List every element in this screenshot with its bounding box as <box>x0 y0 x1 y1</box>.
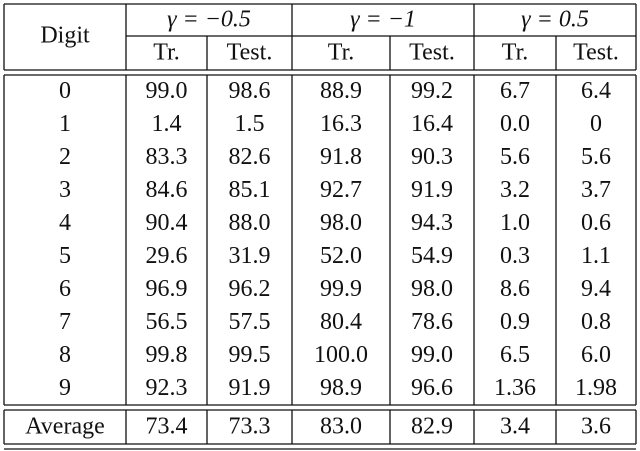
cell: 0.9 <box>500 309 530 335</box>
cell: 56.5 <box>146 309 188 335</box>
cell: 1.4 <box>152 111 182 137</box>
cell: 5.6 <box>581 144 611 170</box>
cell: 1.36 <box>494 375 536 401</box>
cell: 3.2 <box>500 177 530 203</box>
cell: 92.3 <box>146 375 188 401</box>
cell: 99.8 <box>146 342 188 368</box>
cell: 90.4 <box>146 210 188 236</box>
average-cell: 73.4 <box>146 414 188 440</box>
sub-header: Test. <box>227 40 273 66</box>
row-label: 7 <box>59 309 71 335</box>
sub-header: Test. <box>573 40 619 66</box>
cell: 100.0 <box>314 342 368 368</box>
cell: 54.9 <box>411 243 453 269</box>
cell: 0 <box>590 111 602 137</box>
cell: 6.5 <box>500 342 530 368</box>
row-label: 6 <box>59 276 71 302</box>
cell: 1.1 <box>581 243 611 269</box>
cell: 57.5 <box>229 309 271 335</box>
row-label: 4 <box>59 210 71 236</box>
average-cell: 3.4 <box>500 414 530 440</box>
cell: 8.6 <box>500 276 530 302</box>
sub-header: Tr. <box>153 40 179 66</box>
cell: 78.6 <box>411 309 453 335</box>
row-label: 2 <box>59 144 71 170</box>
cell: 88.0 <box>229 210 271 236</box>
row-label: 0 <box>59 78 71 104</box>
average-cell: 83.0 <box>320 414 362 440</box>
cell: 9.4 <box>581 276 611 302</box>
cell: 6.7 <box>500 78 530 104</box>
cell: 5.6 <box>500 144 530 170</box>
row-label: 3 <box>59 177 71 203</box>
cell: 99.0 <box>146 78 188 104</box>
average-cell: 3.6 <box>581 414 611 440</box>
cell: 0.3 <box>500 243 530 269</box>
header-digit: Digit <box>40 23 90 49</box>
cell: 85.1 <box>229 177 271 203</box>
cell: 16.3 <box>320 111 362 137</box>
group-header: γ = −0.5 <box>167 7 251 33</box>
cell: 1.5 <box>235 111 265 137</box>
cell: 3.7 <box>581 177 611 203</box>
cell: 31.9 <box>229 243 271 269</box>
cell: 29.6 <box>146 243 188 269</box>
cell: 96.2 <box>229 276 271 302</box>
cell: 1.0 <box>500 210 530 236</box>
row-label: 8 <box>59 342 71 368</box>
cell: 16.4 <box>411 111 453 137</box>
row-label: 1 <box>59 111 71 137</box>
cell: 84.6 <box>146 177 188 203</box>
cell: 90.3 <box>411 144 453 170</box>
cell: 94.3 <box>411 210 453 236</box>
row-label: 5 <box>59 243 71 269</box>
average-cell: 73.3 <box>229 414 271 440</box>
cell: 92.7 <box>320 177 362 203</box>
group-header: γ = 0.5 <box>521 7 589 33</box>
cell: 1.98 <box>575 375 617 401</box>
cell: 83.3 <box>146 144 188 170</box>
cell: 99.9 <box>320 276 362 302</box>
row-label: 9 <box>59 375 71 401</box>
cell: 0.6 <box>581 210 611 236</box>
cell: 98.0 <box>320 210 362 236</box>
cell: 98.0 <box>411 276 453 302</box>
cell: 91.9 <box>411 177 453 203</box>
cell: 96.6 <box>411 375 453 401</box>
cell: 91.8 <box>320 144 362 170</box>
cell: 52.0 <box>320 243 362 269</box>
cell: 98.6 <box>229 78 271 104</box>
group-header: γ = −1 <box>350 7 416 33</box>
sub-header: Test. <box>409 40 455 66</box>
cell: 0.0 <box>500 111 530 137</box>
cell: 98.9 <box>320 375 362 401</box>
cell: 99.2 <box>411 78 453 104</box>
average-label: Average <box>25 414 105 440</box>
cell: 6.0 <box>581 342 611 368</box>
sub-header: Tr. <box>328 40 354 66</box>
cell: 6.4 <box>581 78 611 104</box>
sub-header: Tr. <box>502 40 528 66</box>
cell: 88.9 <box>320 78 362 104</box>
cell: 82.6 <box>229 144 271 170</box>
cell: 99.0 <box>411 342 453 368</box>
cell: 96.9 <box>146 276 188 302</box>
cell: 0.8 <box>581 309 611 335</box>
average-cell: 82.9 <box>411 414 453 440</box>
cell: 91.9 <box>229 375 271 401</box>
cell: 99.5 <box>229 342 271 368</box>
cell: 80.4 <box>320 309 362 335</box>
